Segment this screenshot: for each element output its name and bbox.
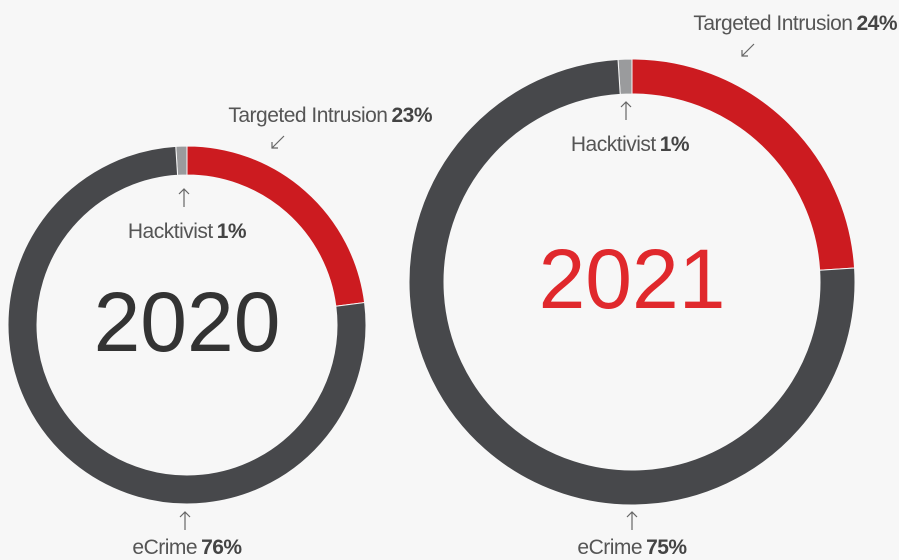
donut-segment (408, 58, 856, 506)
segment-value: 1% (660, 133, 690, 156)
segment-name: Hacktivist (128, 220, 214, 243)
arrow (179, 511, 191, 530)
arrow (626, 511, 638, 530)
segment-label: Hacktivist 1% (571, 133, 690, 156)
segment-label: eCrime 75% (577, 536, 687, 559)
segment-name: Hacktivist (571, 133, 657, 156)
arrow (620, 101, 632, 120)
segment-label: Hacktivist 1% (128, 220, 247, 243)
segment-name: eCrime (577, 536, 642, 559)
segment-name: Targeted Intrusion (228, 104, 387, 127)
segment-value: 1% (217, 220, 247, 243)
arrow (741, 43, 755, 57)
segment-value: 76% (201, 536, 242, 559)
segment-value: 23% (391, 104, 432, 127)
segment-name: eCrime (132, 536, 197, 559)
arrow (271, 135, 285, 149)
center-year: 2021 (539, 232, 726, 326)
segment-value: 24% (856, 12, 897, 35)
segment-name: Targeted Intrusion (693, 12, 852, 35)
donut-segment (7, 145, 367, 505)
segment-label: Targeted Intrusion 23% (228, 104, 432, 127)
segment-label: eCrime 76% (132, 536, 242, 559)
center-year: 2020 (94, 275, 281, 369)
segment-value: 75% (646, 536, 687, 559)
arrow (178, 188, 190, 207)
segment-label: Targeted Intrusion 24% (693, 12, 897, 35)
